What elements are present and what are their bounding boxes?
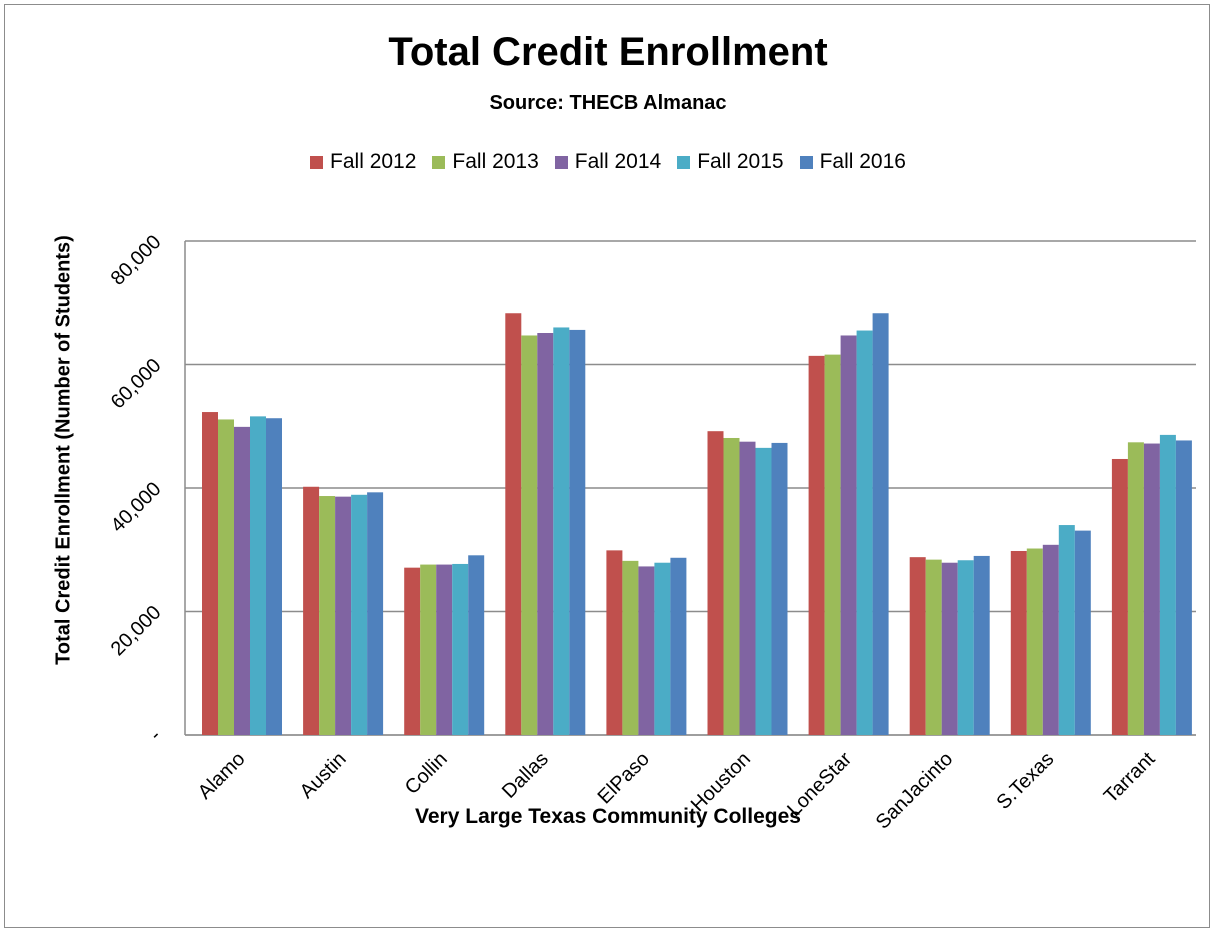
bar	[941, 562, 958, 735]
bar	[872, 313, 889, 735]
bar	[218, 419, 234, 735]
bar	[840, 335, 857, 735]
legend-swatch	[799, 155, 813, 169]
legend-item: Fall 2014	[554, 150, 662, 174]
bar	[1143, 443, 1160, 735]
bar	[234, 426, 250, 735]
legend-swatch	[677, 155, 691, 169]
bar	[723, 437, 740, 735]
x-tick-label: Tarrant	[1100, 748, 1160, 808]
x-axis-label: Very Large Texas Community Colleges	[415, 805, 801, 828]
bar	[824, 354, 841, 735]
y-tick-label: 60,000	[107, 354, 166, 413]
legend-swatch	[554, 155, 568, 169]
bar	[1074, 530, 1091, 735]
bar	[707, 431, 724, 735]
bar	[925, 559, 942, 735]
bar	[505, 313, 522, 735]
bar	[739, 441, 756, 735]
y-tick-label: 80,000	[107, 231, 166, 290]
bar	[404, 567, 421, 735]
bar	[553, 327, 570, 735]
bar	[521, 335, 538, 735]
y-tick-label: -	[145, 725, 165, 745]
legend-label: Fall 2016	[819, 150, 906, 173]
bar	[266, 418, 282, 735]
legend-item: Fall 2012	[310, 150, 416, 174]
bar	[303, 486, 320, 735]
y-tick-label: 20,000	[107, 601, 166, 660]
y-tick-label: 40,000	[107, 478, 166, 537]
bar	[1159, 434, 1176, 735]
chart-title: Total Credit Enrollment	[388, 30, 828, 74]
bar	[1010, 550, 1027, 735]
bar	[1111, 458, 1128, 735]
x-tick-label: Dallas	[498, 748, 553, 803]
bar	[1058, 525, 1075, 735]
legend-label: Fall 2015	[697, 150, 784, 173]
bar	[569, 329, 586, 735]
bar	[670, 557, 687, 735]
bar	[654, 562, 671, 735]
bar	[468, 555, 485, 735]
bar	[1127, 442, 1144, 735]
chart-subtitle: Source: THECB Almanac	[489, 92, 727, 114]
bar	[420, 564, 437, 735]
legend-label: Fall 2014	[574, 150, 662, 173]
x-tick-label: S.Texas	[992, 748, 1058, 814]
bar	[319, 496, 336, 735]
x-tick-label: ElPaso	[594, 748, 654, 808]
bar	[808, 355, 825, 735]
legend-item: Fall 2015	[677, 150, 784, 174]
x-tick-label: Collin	[401, 748, 452, 799]
legend-item: Fall 2013	[432, 150, 539, 174]
bar	[452, 563, 469, 735]
bar	[436, 564, 453, 735]
bar	[1175, 440, 1192, 735]
x-tick-label: Austin	[296, 748, 351, 803]
bar	[335, 496, 352, 735]
legend: Fall 2012 Fall 2013 Fall 2014 Fall 2015 Fall…	[0, 150, 1216, 174]
legend-swatch	[432, 155, 446, 169]
bar	[351, 494, 368, 735]
bar	[771, 442, 788, 735]
bar	[622, 560, 639, 735]
bar	[909, 557, 926, 735]
bar	[957, 560, 974, 735]
legend-label: Fall 2012	[330, 150, 417, 173]
bar	[973, 555, 990, 735]
bar	[638, 566, 655, 735]
y-axis-label: Total Credit Enrollment (Number of Stude…	[52, 235, 75, 665]
bar	[537, 333, 554, 735]
legend-swatch	[310, 155, 324, 169]
bar	[755, 447, 772, 735]
bar	[856, 330, 873, 735]
legend-label: Fall 2013	[452, 150, 539, 173]
bar	[1026, 548, 1043, 735]
x-tick-label: Alamo	[194, 748, 250, 804]
bar	[1042, 544, 1059, 735]
bar	[202, 412, 218, 735]
bar	[250, 416, 266, 735]
bar	[367, 492, 384, 735]
bar	[606, 550, 623, 735]
legend-item: Fall 2016	[799, 150, 906, 174]
